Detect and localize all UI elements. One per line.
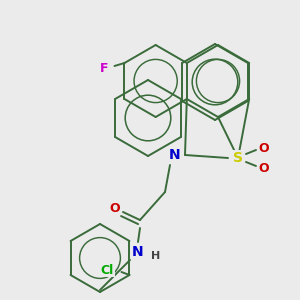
Text: H: H xyxy=(152,251,160,261)
Text: O: O xyxy=(259,161,269,175)
Text: N: N xyxy=(169,148,181,162)
Text: F: F xyxy=(100,61,109,74)
Text: O: O xyxy=(259,142,269,154)
Text: O: O xyxy=(110,202,120,214)
Text: Cl: Cl xyxy=(101,263,114,277)
Text: S: S xyxy=(233,151,243,165)
Text: N: N xyxy=(132,245,144,259)
